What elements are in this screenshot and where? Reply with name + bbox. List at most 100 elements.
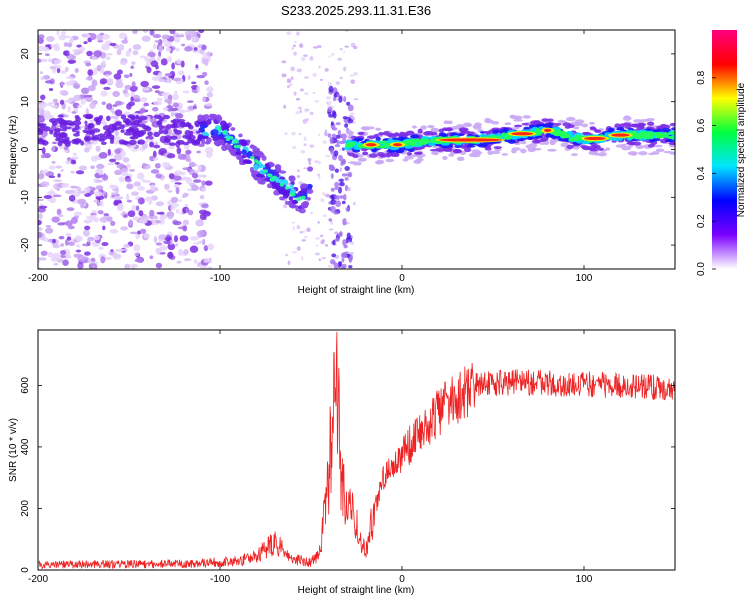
spectrogram-cell (174, 90, 178, 94)
spectrogram-cell (66, 207, 75, 212)
spectrogram-cell (191, 35, 196, 43)
spectrogram-cell (60, 169, 64, 172)
spectrogram-cell (256, 173, 265, 178)
spectrogram-cell (147, 131, 153, 137)
spectrogram-cell (193, 259, 198, 264)
spectrogram-cell (283, 104, 287, 109)
spectrogram-cell (53, 262, 59, 266)
spectrogram-cell (574, 136, 583, 141)
spectrogram-cell (145, 135, 154, 140)
spectrogram-cell (48, 175, 56, 179)
spectrogram-cell (284, 132, 288, 136)
spectrogram-cell (479, 131, 486, 134)
spectrogram-cell (78, 46, 86, 52)
spectrogram-cell (296, 225, 300, 230)
spectrogram-cell (164, 236, 172, 242)
spectrogram-cell (141, 35, 151, 42)
snr-y-label: SNR (10 * v/v) (8, 418, 19, 482)
spectrogram-cell (163, 42, 173, 48)
spectrogram-cell (331, 127, 338, 131)
spectrogram-cell (77, 262, 84, 269)
spectrogram-cell (339, 195, 344, 199)
spectrogram-cell (107, 162, 115, 166)
spectrogram-cell (175, 186, 180, 195)
spectrogram-cell (145, 61, 151, 67)
spectrogram-cell (123, 214, 128, 218)
spectrogram-cell (341, 133, 347, 139)
spectrogram-cell (181, 43, 186, 47)
spectrogram-cell (468, 152, 477, 158)
spectrogram-cell (54, 129, 61, 136)
spectrogram-cell (119, 124, 125, 130)
spectrogram-cell (203, 114, 210, 120)
spectrogram-cell (77, 198, 87, 205)
x-tick-label: 100 (576, 273, 593, 284)
spectrogram-cell (82, 229, 90, 237)
spectrogram-cell (334, 144, 341, 148)
spectrogram-cell (196, 150, 201, 154)
spectrogram-cell (197, 136, 202, 141)
spectrogram-cell (58, 138, 65, 143)
spectrogram-cell (158, 50, 162, 58)
spectrogram-cell (95, 118, 100, 123)
spectrogram-cell (115, 186, 119, 194)
spectrogram-cell (122, 89, 128, 94)
spectrogram-cell (122, 157, 130, 163)
spectrogram-cell (129, 72, 133, 77)
spectrogram-cell (183, 248, 189, 256)
spectrogram-cell (188, 161, 196, 168)
spectrogram-cell (114, 148, 121, 154)
spectrogram-cell (343, 50, 346, 54)
spectrogram-cell (274, 182, 282, 189)
spectrogram-cell (298, 106, 302, 110)
spectrogram-cell (266, 183, 273, 189)
spectrogram-cell (134, 259, 142, 263)
spectrogram-cell (299, 109, 302, 113)
spectrogram-cell (326, 101, 329, 104)
colorbar-ticks: 0.0 0.2 0.4 0.6 0.8 (696, 70, 716, 276)
spectrogram-cell (539, 142, 547, 145)
spectrogram-cell (202, 96, 207, 103)
spectrogram-cell (219, 125, 228, 131)
spectrogram-cell (67, 225, 75, 230)
spectrogram-cell (160, 58, 168, 66)
spectrogram-cell (58, 235, 65, 240)
spectrogram-cell (335, 134, 341, 139)
spectrogram-cell (235, 154, 242, 160)
spectrogram-cell (38, 205, 48, 209)
spectrogram-cell (552, 135, 561, 139)
spectrogram-cell (168, 144, 175, 150)
spectrogram-cell (314, 252, 320, 256)
spectrogram-cell (340, 266, 346, 269)
spectrogram-cell (46, 190, 56, 196)
spectrogram-cell (141, 162, 147, 168)
spectrogram-cell (526, 135, 534, 141)
colorbar-tick-label: 0.6 (696, 118, 707, 132)
spectrogram-cell (69, 185, 79, 189)
spectrogram-cell (93, 235, 101, 241)
spectrogram-cell (75, 244, 81, 248)
spectrogram-cell (384, 143, 391, 147)
spectrogram-cell (116, 49, 122, 56)
spectrogram-cell (170, 196, 179, 203)
spectrogram-cell (144, 56, 149, 62)
spectrogram-cell (504, 135, 512, 141)
spectrogram-cell (322, 191, 325, 196)
spectrogram-cell (335, 122, 341, 126)
colorbar: 0.0 0.2 0.4 0.6 0.8 Normalized spectral ampl… (696, 30, 747, 276)
spectrogram-cell (341, 257, 345, 263)
spectrogram-cell (51, 252, 61, 260)
spectrogram-cell (520, 140, 527, 145)
spectrogram-cell (309, 111, 314, 116)
spectrogram-cell (139, 107, 146, 114)
spectrogram-cell (38, 103, 47, 109)
spectrogram-cell (328, 55, 331, 58)
spectrogram-cell (43, 169, 48, 174)
spectrogram-cell (177, 153, 187, 160)
spectrogram-cell (137, 186, 145, 191)
spectrogram-cell (277, 189, 285, 193)
spectrogram-cell (592, 144, 601, 149)
spectrogram-cell (257, 178, 265, 185)
spectrogram-cell (261, 164, 266, 168)
spectrogram-cell (184, 46, 193, 52)
